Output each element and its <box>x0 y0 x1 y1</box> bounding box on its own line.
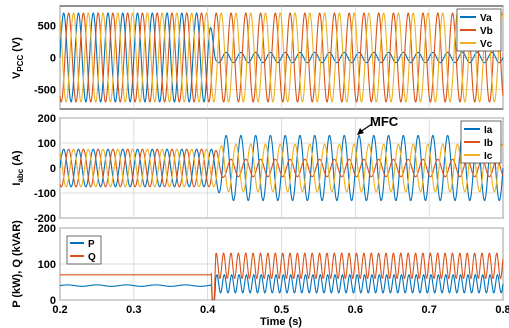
xtick-label: 0.8 <box>495 304 509 316</box>
ytick-label: -500 <box>34 85 56 97</box>
panel-pq-yticks: 200 100 0 <box>38 223 56 307</box>
ytick-label: 0 <box>50 53 56 65</box>
series-line-ib <box>59 148 504 188</box>
ytick-label: 200 <box>38 113 56 125</box>
ytick-label: -100 <box>34 188 56 200</box>
panel-vpcc: 500 0 -500 VPCC (V) Va Vb Vc <box>11 5 504 110</box>
xtick-label: 0.6 <box>348 304 363 316</box>
legend-label-p: P <box>88 239 95 250</box>
series-line-va <box>59 12 504 103</box>
legend-label-ic: Ic <box>484 151 493 162</box>
legend-label-va: Va <box>480 13 492 24</box>
mfc-annotation: MFC <box>357 114 399 135</box>
ytick-label: 100 <box>38 138 56 150</box>
xtick-label: 0.2 <box>52 304 67 316</box>
legend-label-ia: Ia <box>484 125 493 136</box>
xtick-label: 0.4 <box>200 304 216 316</box>
panel-iabc-ylabel: Iabc (A) <box>11 150 25 186</box>
ytick-label: 0 <box>50 295 56 307</box>
series-line-ic <box>59 143 504 193</box>
panel-vpcc-legend: Va Vb Vc <box>456 8 502 52</box>
xtick-label: 0.3 <box>126 304 141 316</box>
panel-iabc-lines <box>59 134 504 202</box>
panel-iabc-legend: Ia Ib Ic <box>460 120 502 164</box>
series-line-ia <box>59 134 504 202</box>
panel-pq-legend: P Q <box>66 235 102 265</box>
series-line-p <box>59 274 504 301</box>
series-line-vb <box>59 12 504 103</box>
ytick-label: -200 <box>34 213 56 225</box>
ytick-label: 200 <box>38 223 56 235</box>
panel-vpcc-ylabel: VPCC (V) <box>11 37 25 79</box>
legend-label-ib: Ib <box>484 138 493 149</box>
xtick-label: 0.7 <box>422 304 437 316</box>
panel-vpcc-lines <box>59 12 504 103</box>
legend-label-vc: Vc <box>480 39 493 50</box>
panel-pq-legend-box <box>66 235 102 265</box>
mfc-annotation-label: MFC <box>370 114 399 129</box>
panel-pq: 200 100 0 0.2 0.3 0.4 0.5 0.6 0.7 0.8 P (kW), Q … <box>11 220 509 328</box>
panel-iabc: 200 100 0 -100 -200 Iabc (A) Ia Ib Ic MFC <box>11 113 504 225</box>
legend-label-q: Q <box>88 252 96 263</box>
panel-vpcc-yticks: 500 0 -500 <box>34 20 56 96</box>
panel-pq-ylabel: P (kW), Q (kVAR) <box>11 220 23 308</box>
panel-pq-lines <box>59 252 504 301</box>
xtick-label: 0.5 <box>274 304 289 316</box>
ytick-label: 0 <box>50 163 56 175</box>
legend-label-vb: Vb <box>480 26 493 37</box>
ytick-label: 100 <box>38 259 56 271</box>
ytick-label: 500 <box>38 20 56 32</box>
panel-iabc-yticks: 200 100 0 -100 -200 <box>34 113 56 225</box>
mfc-arrowhead <box>357 128 364 135</box>
panel-pq-xlabel: Time (s) <box>260 316 302 328</box>
series-line-vc <box>59 12 504 103</box>
panel-pq-xticks: 0.2 0.3 0.4 0.5 0.6 0.7 0.8 <box>52 304 509 316</box>
series-line-q <box>60 252 504 301</box>
